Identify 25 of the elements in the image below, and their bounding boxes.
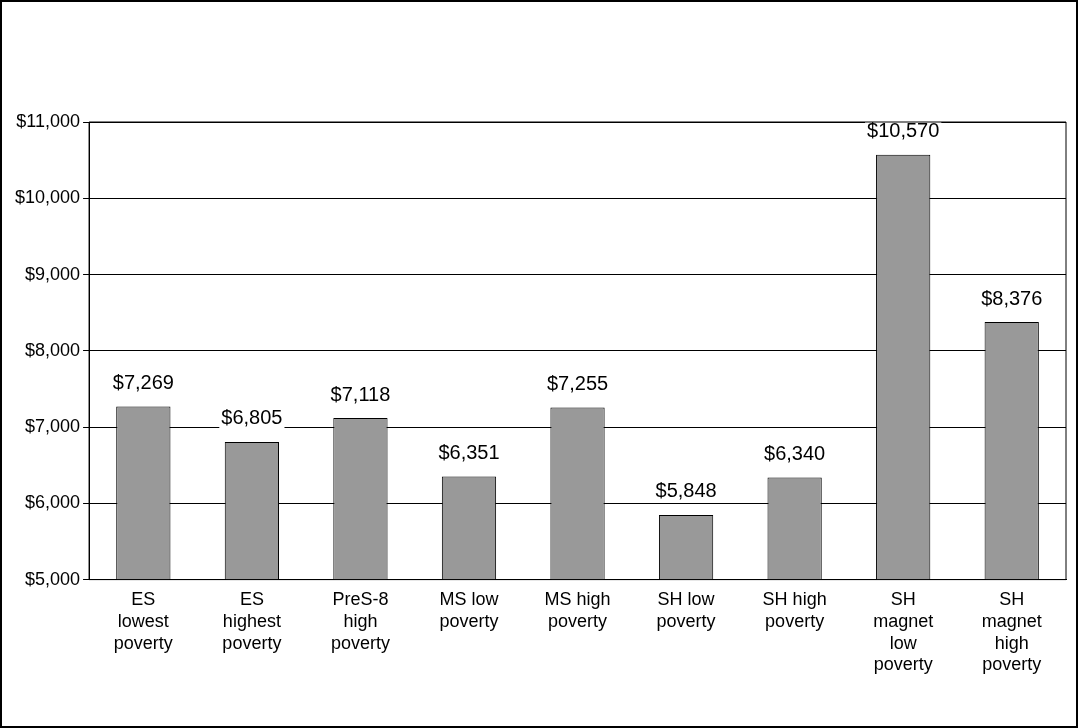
x-tick-label: PreS-8 high poverty bbox=[330, 589, 390, 653]
x-tick-label: SH magnet high poverty bbox=[981, 589, 1042, 675]
data-label: $6,351 bbox=[438, 441, 500, 464]
x-tick-label: ES lowest poverty bbox=[113, 589, 173, 653]
y-tick-label: $7,000 bbox=[25, 416, 81, 437]
data-label: $7,255 bbox=[546, 372, 609, 395]
x-tick-label: SH high poverty bbox=[762, 589, 827, 631]
x-tick-label: SH low poverty bbox=[656, 589, 716, 631]
data-label: $5,848 bbox=[655, 479, 717, 502]
data-label: $10,570 bbox=[867, 119, 940, 142]
y-tick-label: $10,000 bbox=[14, 187, 81, 208]
y-tick-label: $6,000 bbox=[25, 492, 81, 513]
x-tick-label: SH magnet low poverty bbox=[873, 589, 934, 675]
data-label: $6,805 bbox=[221, 406, 283, 429]
y-tick-label: $9,000 bbox=[25, 263, 81, 284]
x-tick-label: MS low poverty bbox=[439, 589, 500, 631]
x-tick-label: ES highest poverty bbox=[222, 589, 282, 653]
data-label: $7,269 bbox=[112, 371, 174, 394]
y-tick-label: $5,000 bbox=[25, 568, 81, 589]
y-tick-label: $11,000 bbox=[16, 110, 81, 131]
y-tick-label: $8,000 bbox=[25, 339, 81, 360]
data-label: $6,340 bbox=[764, 441, 826, 464]
data-label: $7,118 bbox=[330, 382, 391, 405]
data-label: $8,376 bbox=[981, 286, 1043, 309]
x-tick-label: MS high poverty bbox=[544, 589, 611, 631]
